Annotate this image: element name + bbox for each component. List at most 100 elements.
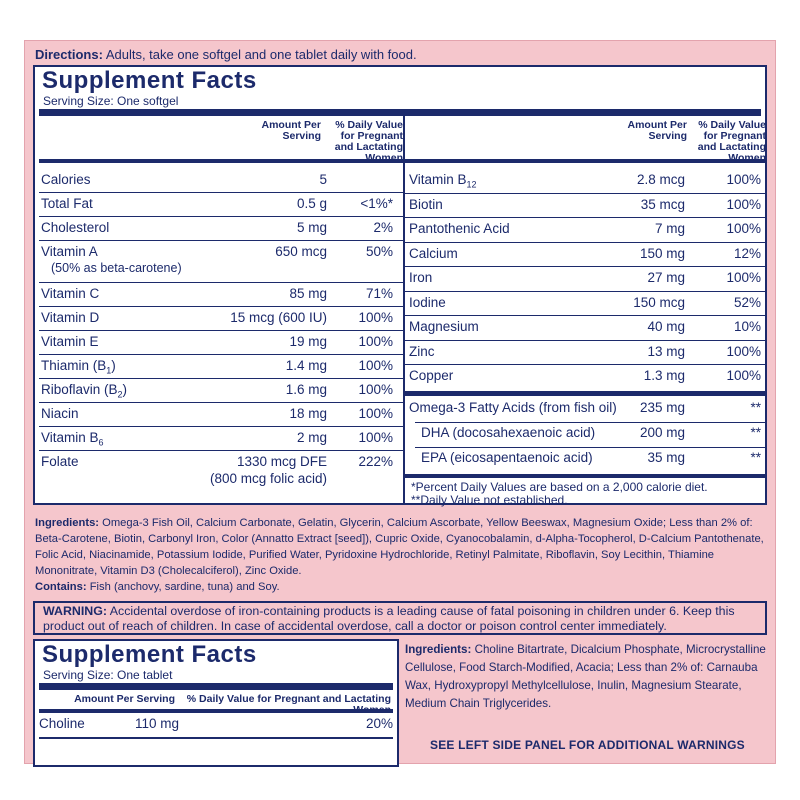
- tablet-header-bar: [39, 709, 393, 713]
- tablet-amount-header: Amount Per Serving: [74, 693, 175, 705]
- nutrient-amount: 2 mg: [296, 430, 327, 445]
- nutrient-name: Iron: [409, 270, 433, 285]
- footnote-percent-dv: *Percent Daily Values are based on a 2,0…: [411, 480, 708, 494]
- nutrient-name: Folate: [41, 454, 79, 469]
- nutrient-row: Thiamin (B1) 1.4 mg 100%: [41, 357, 393, 377]
- row-divider: [39, 306, 403, 307]
- row-divider: [39, 450, 403, 451]
- nutrient-row: Niacin 18 mg 100%: [41, 405, 393, 425]
- tablet-facts-title: Supplement Facts: [42, 641, 257, 668]
- nutrient-row: Folate 1330 mcg DFE (800 mcg folic acid) 22…: [41, 453, 393, 491]
- nutrient-row: DHA (docosahexaenoic acid) 200 mg **: [409, 424, 761, 444]
- row-divider: [39, 240, 403, 241]
- nutrient-daily-value: 100%: [358, 406, 393, 421]
- nutrient-daily-value: 52%: [733, 294, 761, 310]
- left-dv-header: % Daily Value for Pregnant and Lactating…: [334, 119, 403, 164]
- row-divider: [405, 192, 765, 194]
- nutrient-name: Vitamin B6: [41, 430, 104, 448]
- nutrient-amount: 7 mg: [654, 221, 685, 236]
- nutrient-row: Vitamin D 15 mcg (600 IU) 100%: [41, 309, 393, 329]
- nutrient-name: Total Fat: [41, 196, 93, 211]
- footnote-dv-not-established: **Daily Value not established.: [411, 493, 568, 507]
- nutrient-row: Pantothenic Acid 7 mg 100%: [409, 220, 761, 240]
- nutrient-row: Magnesium 40 mg 10%: [409, 318, 761, 338]
- row-divider: [415, 446, 765, 448]
- nutrient-row: Copper 1.3 mg 100%: [409, 367, 761, 387]
- nutrient-amount: 5: [319, 172, 327, 187]
- nutrient-amount-detail: (800 mcg folic acid): [209, 471, 327, 486]
- tablet-ingredients: Ingredients: Choline Bitartrate, Dicalci…: [405, 641, 769, 713]
- nutrient-daily-value: 12%: [733, 245, 761, 261]
- nutrient-row: Vitamin B6 2 mg 100%: [41, 429, 393, 449]
- nutrient-amount: 18 mg: [289, 406, 327, 421]
- nutrient-daily-value: 71%: [365, 286, 393, 301]
- nutrient-amount: 1.3 mg: [643, 368, 685, 383]
- nutrient-name: Copper: [409, 368, 454, 383]
- nutrient-name: Vitamin C: [41, 286, 100, 301]
- softgel-ingredients: Ingredients: Omega-3 Fish Oil, Calcium C…: [35, 515, 769, 579]
- tablet-supplement-facts: Supplement Facts Serving Size: One table…: [33, 639, 399, 767]
- row-divider: [405, 315, 765, 316]
- see-left-panel-notice: SEE LEFT SIDE PANEL FOR ADDITIONAL WARNI…: [430, 738, 745, 752]
- row-divider: [415, 421, 765, 423]
- nutrient-row: Cholesterol 5 mg 2%: [41, 219, 393, 239]
- nutrient-daily-value: 100%: [726, 343, 761, 359]
- row-divider: [39, 402, 403, 403]
- column-divider: [403, 109, 405, 505]
- nutrient-daily-value: 100%: [358, 310, 393, 325]
- nutrient-row: Total Fat 0.5 g <1%*: [41, 195, 393, 215]
- right-dv-header: % Daily Value for Pregnant and Lactating…: [697, 119, 766, 164]
- omega-section-bar: [405, 390, 765, 396]
- row-divider: [405, 339, 765, 341]
- nutrient-daily-value: 100%: [358, 382, 393, 397]
- nutrient-name: Vitamin E: [41, 334, 99, 349]
- warning-label: WARNING:: [43, 604, 108, 618]
- tablet-row-name: Choline: [39, 716, 85, 731]
- nutrient-daily-value: 100%: [358, 358, 393, 373]
- nutrient-daily-value: **: [750, 449, 761, 465]
- nutrient-row: Calcium 150 mg 12%: [409, 245, 761, 265]
- nutrient-row: Vitamin A (50% as beta-carotene) 650 mcg 50…: [41, 243, 393, 281]
- row-divider: [405, 241, 765, 243]
- nutrient-name: Calories: [41, 172, 91, 187]
- contains-text: Fish (anchovy, sardine, tuna) and Soy.: [89, 581, 280, 593]
- ingredients-text: Omega-3 Fish Oil, Calcium Carbonate, Gel…: [35, 517, 764, 577]
- nutrient-name: Vitamin B12: [409, 172, 477, 190]
- nutrient-row: Calories 5: [41, 171, 393, 191]
- directions-label: Directions:: [35, 47, 103, 62]
- nutrient-row: Omega-3 Fatty Acids (from fish oil) 235 m…: [409, 399, 761, 419]
- nutrient-daily-value: **: [750, 399, 761, 415]
- left-header-bar: [39, 159, 403, 163]
- row-divider: [405, 266, 765, 267]
- nutrient-row: Vitamin B12 2.8 mcg 100%: [409, 171, 761, 191]
- nutrient-row: Riboflavin (B2) 1.6 mg 100%: [41, 381, 393, 401]
- nutrient-name: DHA (docosahexaenoic acid): [421, 424, 596, 440]
- ingredients-label: Ingredients:: [35, 517, 100, 529]
- nutrient-amount: 1.4 mg: [285, 358, 327, 373]
- softgel-serving-size: Serving Size: One softgel: [43, 94, 179, 108]
- nutrient-row: EPA (eicosapentaenoic acid) 35 mg **: [409, 449, 761, 469]
- tablet-row-dv: 20%: [365, 716, 393, 731]
- nutrient-name: Zinc: [409, 343, 435, 359]
- nutrient-name: Vitamin A: [41, 244, 98, 259]
- nutrient-amount: 150 mg: [639, 245, 685, 261]
- nutrient-daily-value: 100%: [726, 270, 761, 285]
- nutrient-daily-value: 100%: [726, 221, 761, 236]
- nutrient-amount: 1330 mcg DFE: [236, 454, 327, 469]
- nutrient-name: Iodine: [409, 294, 446, 310]
- contains-label: Contains:: [35, 581, 87, 593]
- nutrient-name: Omega-3 Fatty Acids (from fish oil): [409, 399, 617, 415]
- row-divider: [39, 282, 403, 283]
- row-divider: [39, 330, 403, 331]
- nutrient-name: Cholesterol: [41, 220, 110, 235]
- right-amount-header: Amount Per Serving: [627, 119, 687, 142]
- nutrient-amount: 15 mcg (600 IU): [230, 310, 327, 325]
- nutrient-amount: 13 mg: [647, 343, 685, 359]
- tablet-ingredients-text: Choline Bitartrate, Dicalcium Phosphate,…: [405, 643, 766, 710]
- nutrient-row: Zinc 13 mg 100%: [409, 343, 761, 363]
- allergen-contains: Contains: Fish (anchovy, sardine, tuna) …: [35, 579, 280, 595]
- nutrient-daily-value: 100%: [726, 368, 761, 383]
- nutrient-amount: 19 mg: [289, 334, 327, 349]
- row-divider: [405, 217, 765, 218]
- nutrient-amount: 27 mg: [647, 270, 685, 285]
